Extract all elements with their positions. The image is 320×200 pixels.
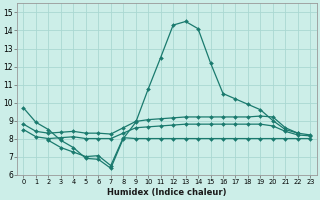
X-axis label: Humidex (Indice chaleur): Humidex (Indice chaleur) xyxy=(107,188,227,197)
